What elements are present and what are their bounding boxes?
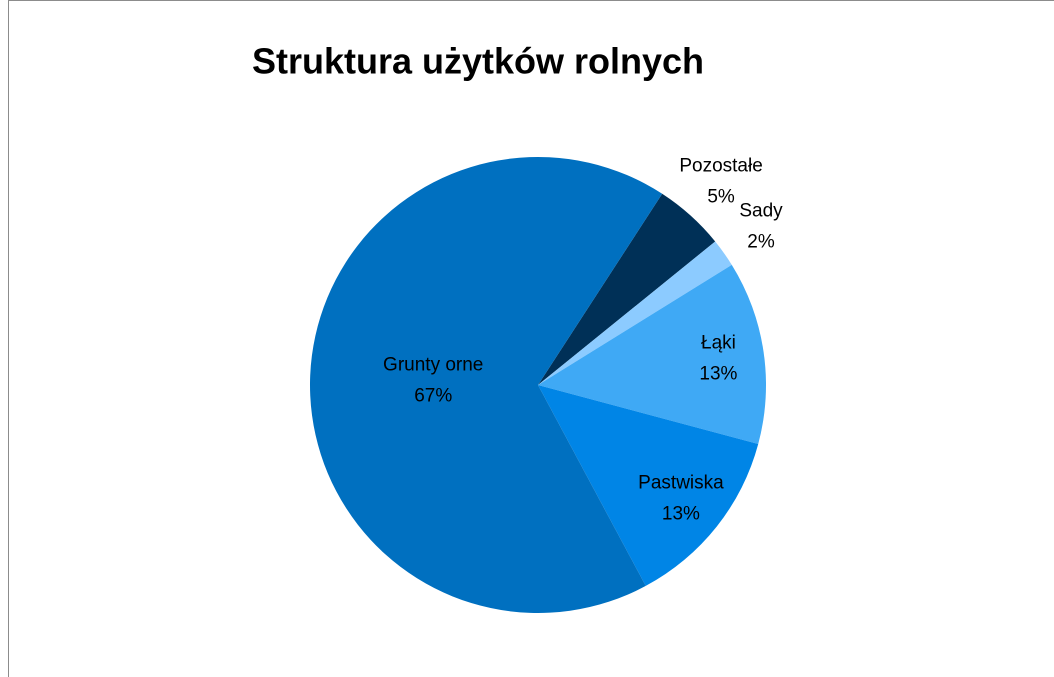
slice-label: Pozostałe [679, 156, 762, 177]
pie-slice [538, 264, 766, 445]
pie-slice [538, 385, 759, 586]
pie-slice [310, 157, 663, 614]
slice-value-label: 5% [707, 187, 735, 208]
slice-value-label: 67% [414, 386, 452, 407]
slice-value-label: 2% [747, 232, 775, 253]
slice-label: Sady [739, 201, 783, 222]
pie-slice [538, 193, 716, 385]
slice-label: Pastwiska [638, 472, 724, 493]
slice-label: Łąki [701, 332, 736, 353]
slice-label: Grunty orne [383, 355, 483, 376]
chart-title: Struktura użytków rolnych [252, 41, 704, 82]
chart-border [8, 0, 1054, 677]
pie-slice [538, 241, 732, 385]
slice-value-label: 13% [662, 503, 700, 524]
slice-value-label: 13% [699, 363, 737, 384]
